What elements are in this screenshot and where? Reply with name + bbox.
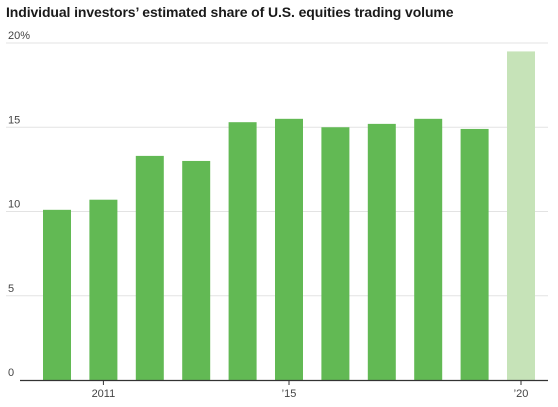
bar-2019 — [460, 128, 489, 380]
bar-2011 — [89, 199, 118, 380]
bar-2016 — [321, 127, 350, 380]
x-tick-label: ’20 — [514, 388, 529, 400]
bars — [43, 51, 535, 381]
chart-title: Individual investors’ estimated share of… — [6, 4, 454, 20]
x-axis-tick-labels: 2011 ’15 ’20 — [92, 388, 529, 400]
bar-2013 — [182, 160, 211, 380]
y-axis-tick-labels: 0 5 10 15 20% — [8, 30, 30, 379]
bar-2017 — [367, 123, 396, 380]
y-tick-label: 10 — [8, 199, 20, 211]
bar-2015 — [275, 118, 303, 380]
y-tick-label: 15 — [8, 114, 20, 126]
bar-2020 — [507, 51, 535, 381]
bar-2010 — [43, 209, 71, 380]
x-tick-label: 2011 — [92, 388, 116, 400]
y-tick-label: 0 — [8, 367, 14, 379]
bar-2012 — [135, 155, 164, 380]
x-axis — [20, 379, 548, 385]
bar-2018 — [414, 118, 443, 380]
x-tick-label: ’15 — [282, 388, 297, 400]
y-tick-label: 20% — [8, 30, 30, 42]
bar-2014 — [228, 122, 257, 380]
y-tick-label: 5 — [8, 283, 14, 295]
